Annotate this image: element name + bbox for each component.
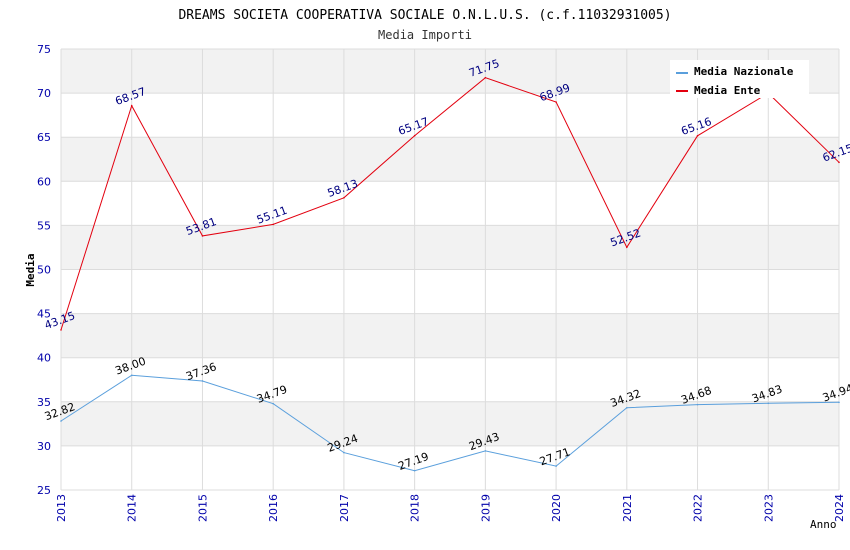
- data-point-media-nazionale: [696, 403, 699, 406]
- series-lines: [60, 76, 840, 472]
- legend-box: [670, 60, 809, 98]
- x-tick-label: 2018: [409, 494, 422, 522]
- y-tick-label: 60: [37, 175, 51, 188]
- x-tick-label: 2023: [762, 494, 775, 522]
- y-tick-label: 40: [37, 352, 51, 365]
- plot-band: [61, 313, 839, 358]
- data-point-media-ente: [272, 223, 274, 226]
- legend: Media Nazionale Media Ente: [670, 60, 809, 98]
- x-tick-label: 2021: [621, 494, 634, 522]
- x-tick-label: 2020: [550, 494, 563, 522]
- y-tick-label: 50: [37, 264, 51, 277]
- data-point-media-nazionale: [60, 420, 62, 422]
- x-tick-label: 2013: [55, 494, 68, 522]
- y-tick-label: 25: [37, 484, 51, 497]
- data-label-media-ente: 65.17: [396, 115, 430, 138]
- data-point-media-ente: [555, 101, 557, 103]
- data-label-media-nazionale: 34.94: [821, 382, 850, 405]
- data-point-media-ente: [201, 235, 204, 237]
- data-point-media-ente: [343, 196, 345, 199]
- x-tick-label: 2015: [196, 494, 209, 522]
- x-tick-label: 2017: [338, 494, 351, 522]
- data-label-media-nazionale: 27.71: [538, 445, 572, 468]
- x-tick-label: 2022: [692, 494, 705, 522]
- data-point-media-nazionale: [272, 402, 274, 405]
- data-label-media-ente: 55.11: [255, 204, 289, 227]
- data-point-media-nazionale: [201, 380, 204, 382]
- data-point-media-ente: [413, 134, 416, 137]
- chart-subtitle: Media Importi: [378, 28, 472, 42]
- plot-bands: [61, 49, 839, 446]
- series-line-media-ente: [60, 77, 840, 331]
- chart-title: DREAMS SOCIETA COOPERATIVA SOCIALE O.N.L…: [178, 8, 671, 23]
- data-point-media-ente: [60, 329, 62, 331]
- plot-band: [61, 401, 839, 446]
- x-tick-label: 2024: [833, 494, 846, 522]
- legend-label-media-nazionale: Media Nazionale: [694, 65, 794, 78]
- data-point-media-nazionale: [838, 401, 840, 404]
- data-point-media-nazionale: [767, 402, 770, 405]
- data-point-media-nazionale: [343, 451, 345, 454]
- data-label-media-nazionale: 27.19: [396, 450, 430, 473]
- grid-lines: [60, 48, 840, 491]
- legend-label-media-ente: Media Ente: [694, 84, 761, 97]
- data-point-media-nazionale: [626, 406, 628, 409]
- x-tick-label: 2016: [267, 494, 280, 522]
- plot-band: [61, 137, 839, 182]
- y-tick-label: 65: [37, 131, 51, 144]
- x-tick-label: 2014: [126, 494, 139, 522]
- y-tick-label: 55: [37, 219, 51, 232]
- x-tick-label: 2019: [479, 494, 492, 522]
- x-axis-label: Anno: [810, 518, 837, 531]
- data-point-media-ente: [696, 134, 699, 137]
- data-point-media-ente: [626, 246, 628, 249]
- y-tick-label: 35: [37, 396, 51, 409]
- y-tick-label: 45: [37, 308, 51, 321]
- y-tick-label: 75: [37, 43, 51, 56]
- y-tick-label: 70: [37, 87, 51, 100]
- data-point-media-ente: [130, 104, 133, 107]
- y-tick-label: 30: [37, 440, 51, 453]
- y-axis-label: Media: [24, 253, 37, 286]
- data-point-media-nazionale: [413, 469, 416, 472]
- data-point-media-ente: [838, 161, 840, 164]
- y-tick-labels: 25 30 35 40 45 50 55 60 65 70 75: [37, 43, 51, 497]
- data-label-media-nazionale: 37.36: [184, 360, 218, 383]
- plot-band: [61, 225, 839, 270]
- data-point-media-nazionale: [130, 374, 133, 377]
- data-point-media-ente: [484, 76, 487, 79]
- x-tick-labels: 2013 2014 2015 2016 2017 2018 2019 2020 2021 2022…: [55, 494, 846, 522]
- data-label-media-ente: 65.16: [679, 115, 713, 138]
- data-point-media-nazionale: [484, 450, 487, 452]
- series-line-media-nazionale: [60, 374, 840, 472]
- data-point-media-nazionale: [555, 465, 557, 467]
